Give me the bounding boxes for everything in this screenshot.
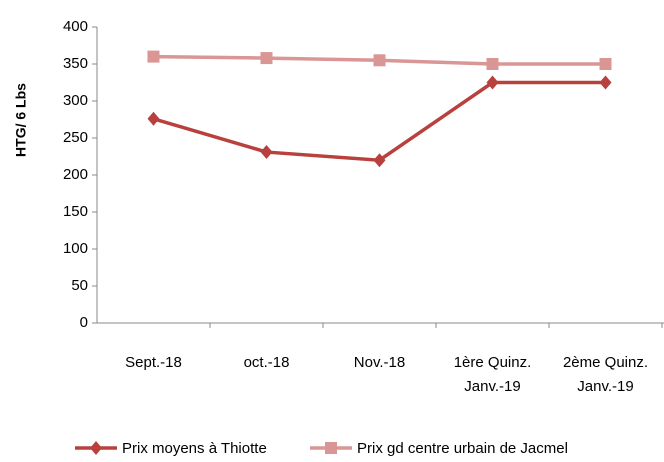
data-point bbox=[260, 145, 273, 160]
series-line bbox=[153, 80, 606, 162]
legend-marker bbox=[90, 441, 102, 455]
x-tick-label: 1ère Quinz. Janv.-19 bbox=[453, 354, 532, 395]
y-tick-label: 200 bbox=[63, 166, 88, 183]
x-tick-label: 2ème Quinz. Janv.-19 bbox=[562, 354, 649, 395]
y-tick-label: 400 bbox=[63, 18, 88, 35]
y-tick-label: 250 bbox=[63, 129, 88, 146]
y-axis-label: HTG/ 6 Lbs bbox=[13, 83, 29, 157]
x-tick-label: Sept.-18 bbox=[125, 354, 182, 371]
data-point bbox=[599, 75, 612, 90]
data-point bbox=[486, 58, 499, 70]
data-point bbox=[486, 75, 499, 90]
y-tick-label: 350 bbox=[63, 55, 88, 72]
legend-marker bbox=[325, 442, 337, 454]
x-tick-label: oct.-18 bbox=[243, 354, 290, 371]
data-point bbox=[373, 153, 386, 168]
data-point bbox=[373, 54, 386, 67]
y-tick-label: 100 bbox=[63, 240, 88, 257]
data-point bbox=[147, 111, 160, 126]
y-tick-label: 50 bbox=[71, 277, 88, 294]
data-point bbox=[147, 50, 160, 63]
data-point bbox=[260, 52, 273, 65]
y-tick-label: 0 bbox=[80, 314, 88, 331]
y-tick-label: 150 bbox=[63, 203, 88, 220]
data-point bbox=[599, 58, 612, 70]
legend-label: Prix moyens à Thiotte bbox=[122, 440, 267, 457]
y-tick-label: 300 bbox=[63, 92, 88, 109]
x-tick-label: Nov.-18 bbox=[353, 354, 406, 371]
legend-label: Prix gd centre urbain de Jacmel bbox=[357, 440, 568, 457]
